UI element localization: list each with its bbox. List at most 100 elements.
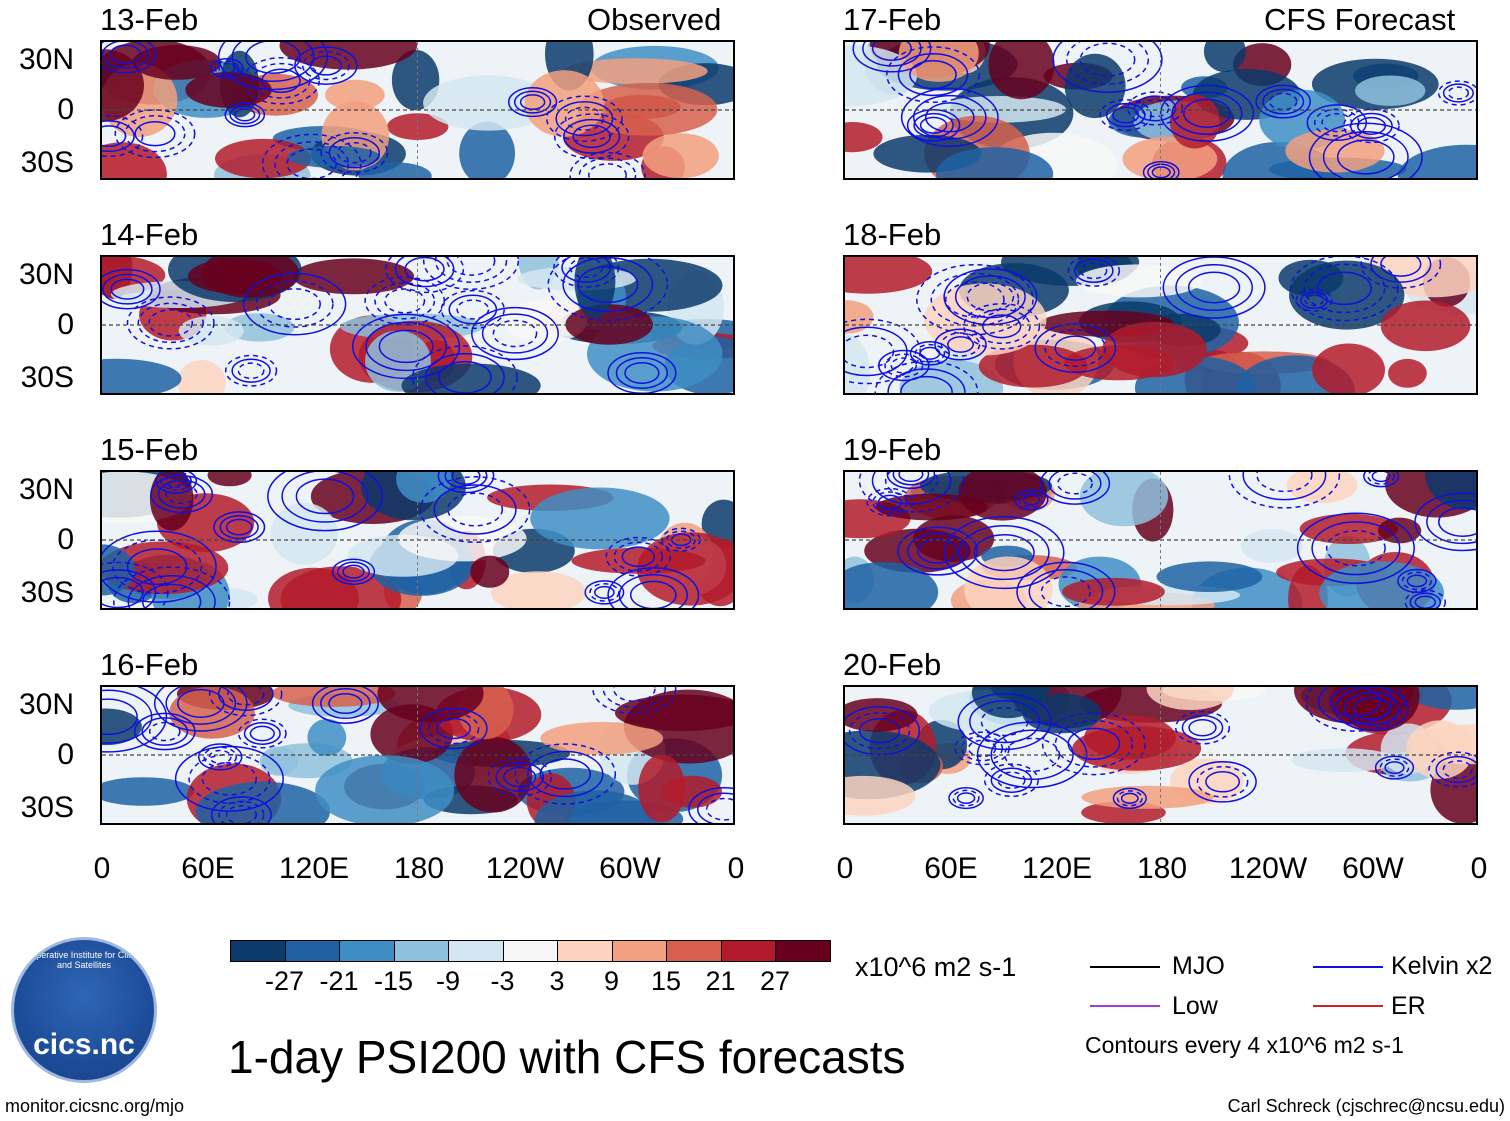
kelvin-contour (913, 112, 954, 138)
anomaly-blob (1278, 259, 1344, 297)
anomaly-blob (875, 493, 988, 521)
anomaly-blob (459, 121, 515, 178)
map-panel-18feb (843, 255, 1478, 395)
kelvin-contour (446, 257, 496, 276)
kelvin-contour (1435, 755, 1476, 784)
anomaly-blob (201, 257, 299, 298)
kelvin-contour (1133, 95, 1177, 122)
kelvin-contour (1018, 491, 1045, 508)
anomaly-blob (102, 142, 167, 178)
y-tick-0: 0 (57, 308, 74, 341)
kelvin-contour (1175, 263, 1253, 312)
kelvin-contour (615, 357, 669, 389)
kelvin-contour (174, 745, 284, 812)
kelvin-contour (1099, 99, 1152, 132)
kelvin-contour (102, 687, 168, 753)
anomaly-blob (470, 555, 510, 588)
kelvin-contour (871, 42, 912, 61)
panel-date-16feb: 16-Feb (100, 647, 199, 682)
kelvin-contour (907, 532, 969, 570)
anomaly-blob (270, 502, 338, 565)
logo-text: cics.nc (33, 1028, 135, 1061)
kelvin-contour (954, 275, 1026, 319)
kelvin-contour (434, 257, 508, 283)
kelvin-contour (378, 329, 434, 364)
kelvin-contour (447, 492, 504, 527)
panel-date-18feb: 18-Feb (843, 217, 942, 252)
kelvin-contour (1374, 755, 1415, 780)
kelvin-contour (588, 163, 627, 178)
anomaly-blob (207, 472, 252, 487)
kelvin-contour (1262, 88, 1305, 115)
kelvin-contour (592, 687, 677, 715)
kelvin-contour (225, 805, 258, 823)
kelvin-contour (1344, 691, 1400, 726)
kelvin-contour (157, 479, 206, 509)
kelvin-contour (150, 474, 214, 514)
y-tick-0: 0 (57, 93, 74, 126)
kelvin-contour (251, 62, 311, 99)
anomaly-blob (845, 257, 933, 294)
map-panel-20feb (843, 685, 1478, 825)
anomaly-blob (1291, 748, 1397, 773)
footer-url[interactable]: monitor.cicsnc.org/mjo (5, 1096, 185, 1116)
kelvin-contour (990, 767, 1033, 793)
kelvin-contour (1316, 271, 1372, 306)
anomaly-blob (1355, 75, 1426, 106)
kelvin-contour (295, 478, 355, 515)
kelvin-contour (1067, 257, 1121, 287)
kelvin-contour (546, 95, 623, 142)
kelvin-contour (456, 299, 490, 320)
kelvin-contour (487, 757, 552, 797)
kelvin-contour (210, 57, 244, 79)
kelvin-contour (328, 137, 380, 169)
kelvin-contour (328, 692, 363, 715)
kelvin-contour (1404, 589, 1447, 608)
kelvin-contour (1370, 257, 1432, 283)
panel-date-13feb: 13-Feb (100, 2, 199, 37)
kelvin-contour (438, 360, 492, 393)
kelvin-contour (102, 689, 153, 744)
kelvin-contour (858, 717, 901, 744)
kelvin-contour (874, 360, 979, 393)
colorbar-swatch (339, 940, 395, 962)
kelvin-contour (513, 90, 552, 114)
kelvin-contour (102, 569, 157, 608)
kelvin-contour (1290, 257, 1399, 322)
anomaly-blob (1288, 565, 1328, 608)
kelvin-contour (218, 62, 236, 74)
anomaly-blob (1240, 529, 1303, 563)
anomaly-blob (988, 42, 1055, 100)
kelvin-contour (437, 472, 495, 494)
colorbar-swatch (502, 940, 558, 962)
kelvin-contour (364, 276, 446, 326)
kelvin-contour (286, 148, 338, 178)
kelvin-contour (210, 796, 272, 823)
kelvin-contour (909, 59, 957, 90)
kelvin-contour (1080, 262, 1108, 280)
kelvin-contour (884, 472, 939, 497)
kelvin-contour (1174, 710, 1231, 745)
kelvin-contour (274, 141, 350, 178)
y-tick-30s: 30S (20, 146, 74, 179)
kelvin-contour (231, 42, 315, 83)
map-field (102, 257, 733, 393)
kelvin-contour (983, 763, 1039, 798)
kelvin-contour (203, 746, 238, 768)
kelvin-contour (1371, 472, 1391, 483)
panel-date-20feb: 20-Feb (843, 647, 942, 682)
map-field (845, 472, 1476, 608)
kelvin-contour (618, 573, 688, 608)
kelvin-contour (697, 792, 733, 823)
kelvin-contour (331, 558, 376, 585)
anomaly-blob (534, 790, 657, 823)
kelvin-contour (1187, 271, 1241, 304)
kelvin-contour (261, 133, 362, 178)
kelvin-contour (336, 141, 372, 164)
map-panel-19feb (843, 470, 1478, 610)
kelvin-contour (1054, 335, 1097, 361)
anomaly-blob (642, 133, 719, 178)
anomaly-blob (177, 360, 226, 393)
kelvin-contour (1105, 102, 1146, 128)
x-tick-0-end: 0 (1470, 852, 1488, 885)
